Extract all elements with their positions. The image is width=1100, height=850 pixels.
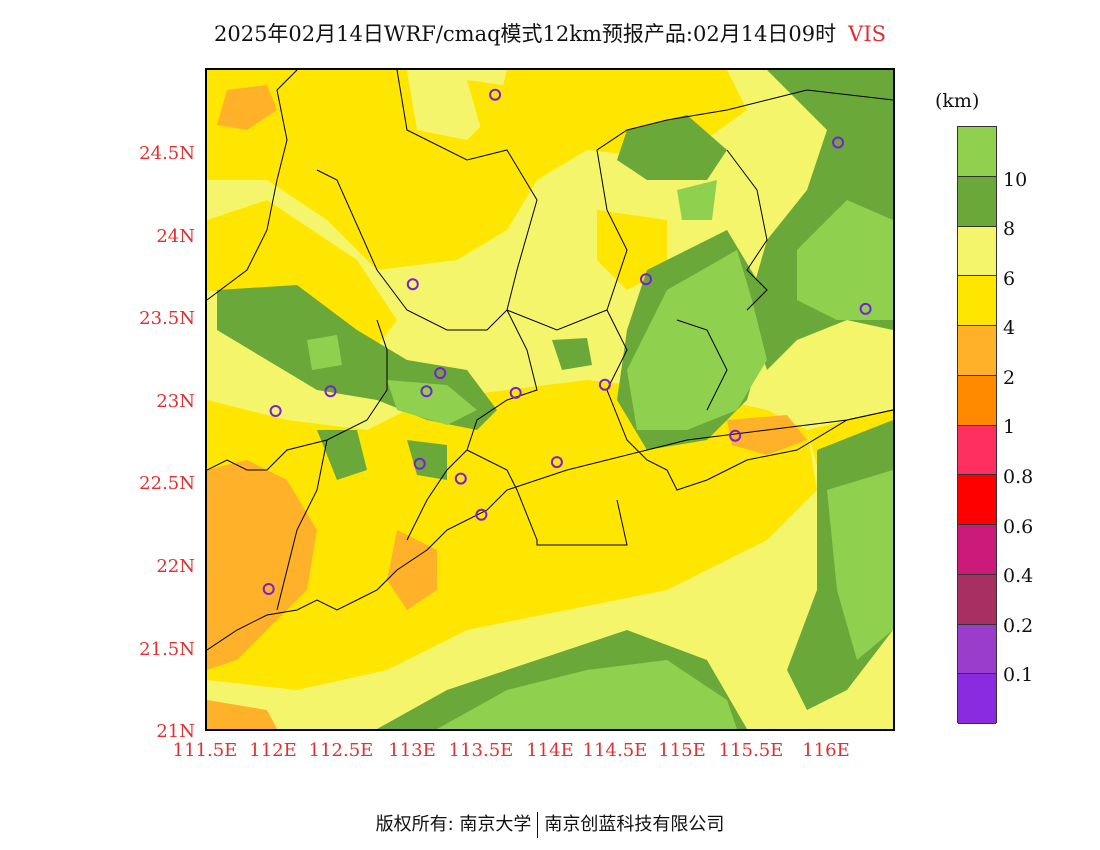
- y-tick-label: 23N: [156, 391, 195, 412]
- colorbar-swatch: [958, 525, 996, 575]
- copyright-footer: 版权所有: 南京大学 南京创蓝科技有限公司: [0, 810, 1100, 838]
- colorbar-swatch: [958, 425, 996, 476]
- station-marker: [729, 429, 742, 442]
- copyright-owner: 版权所有: 南京大学: [375, 814, 532, 835]
- vis-band-10-plus: [677, 180, 717, 220]
- visibility-field: [207, 70, 893, 729]
- vis-band-4-6: [207, 70, 747, 270]
- vis-band-2-4: [727, 415, 807, 455]
- colorbar-label: 8: [1003, 218, 1016, 240]
- x-tick-label: 115E: [658, 740, 706, 761]
- vis-band-4-6: [207, 200, 397, 360]
- station-marker: [420, 385, 433, 398]
- vis-band-2-4: [207, 700, 277, 729]
- colorbar-swatch: [958, 127, 996, 177]
- vis-band-10-plus: [437, 660, 737, 729]
- colorbar-swatch: [958, 475, 996, 525]
- x-tick-label: 113.5E: [448, 740, 514, 761]
- vis-band-4-6: [467, 80, 537, 150]
- x-tick-label: 111.5E: [172, 740, 238, 761]
- colorbar-swatch: [958, 226, 996, 277]
- colorbar-swatch: [958, 674, 996, 724]
- colorbar-swatch: [958, 624, 996, 675]
- colorbar-swatch: [958, 276, 996, 326]
- colorbar-unit: (km): [935, 90, 980, 112]
- y-tick-label: 24N: [156, 226, 195, 247]
- vis-band-10-plus: [307, 335, 342, 370]
- colorbar-label: 0.4: [1003, 565, 1034, 587]
- vis-band-2-4: [207, 460, 317, 670]
- x-tick-label: 114.5E: [582, 740, 648, 761]
- station-marker: [324, 385, 337, 398]
- vis-band-10-plus: [387, 380, 477, 425]
- x-tick-label: 114E: [526, 740, 574, 761]
- colorbar-swatch: [958, 574, 996, 625]
- vis-band-10-plus: [627, 250, 767, 430]
- y-tick-label: 21N: [156, 721, 195, 742]
- colorbar-label: 1: [1003, 416, 1016, 438]
- map-title: 2025年02月14日WRF/cmaq模式12km预报产品:02月14日09时 V…: [213, 22, 887, 46]
- x-tick-label: 115.5E: [718, 740, 784, 761]
- station-marker: [413, 457, 426, 470]
- station-marker: [454, 472, 467, 485]
- station-marker: [475, 508, 488, 521]
- x-tick-label: 112E: [249, 740, 297, 761]
- station-markers: [262, 88, 872, 595]
- y-tick-label: 22N: [156, 556, 195, 577]
- copyright-company: 南京创蓝科技有限公司: [544, 814, 725, 835]
- vis-band-2-4: [217, 85, 277, 130]
- station-marker: [832, 136, 845, 149]
- station-marker: [262, 583, 275, 595]
- station-marker: [269, 405, 282, 417]
- variable-name: VIS: [848, 22, 887, 46]
- colorbar-label: 10: [1003, 169, 1028, 191]
- station-marker: [640, 273, 652, 286]
- vis-band-8-10: [407, 440, 447, 480]
- colorbar-swatch: [958, 375, 996, 426]
- colorbar-label: 0.8: [1003, 466, 1034, 488]
- colorbar-swatch: [958, 326, 996, 376]
- colorbar: [957, 126, 997, 724]
- station-marker: [489, 88, 502, 101]
- station-marker: [406, 278, 419, 291]
- y-tick-label: 24.5N: [139, 143, 195, 164]
- station-marker: [859, 302, 872, 315]
- x-tick-label: 116E: [802, 740, 850, 761]
- station-marker: [434, 367, 447, 380]
- colorbar-label: 2: [1003, 367, 1016, 389]
- colorbar-label: 6: [1003, 268, 1016, 290]
- station-marker: [509, 386, 522, 399]
- colorbar-label: 0.1: [1003, 664, 1034, 686]
- colorbar-label: 4: [1003, 317, 1016, 339]
- vis-band-8-10: [617, 115, 727, 180]
- y-tick-label: 21.5N: [139, 639, 195, 660]
- station-marker: [598, 378, 611, 391]
- x-tick-label: 112.5E: [308, 740, 374, 761]
- x-tick-label: 113E: [388, 740, 436, 761]
- vis-band-8-10: [552, 338, 592, 370]
- y-tick-label: 22.5N: [139, 473, 195, 494]
- colorbar-label: 0.6: [1003, 516, 1034, 538]
- vis-band-2-4: [387, 530, 437, 610]
- station-marker: [550, 456, 563, 469]
- vis-band-10-plus: [827, 470, 893, 660]
- colorbar-label: 0.2: [1003, 615, 1034, 637]
- vis-band-8-10: [317, 430, 367, 480]
- vis-band-10-plus: [797, 200, 893, 320]
- forecast-map: [205, 68, 895, 731]
- colorbar-swatch: [958, 176, 996, 227]
- y-tick-label: 23.5N: [139, 308, 195, 329]
